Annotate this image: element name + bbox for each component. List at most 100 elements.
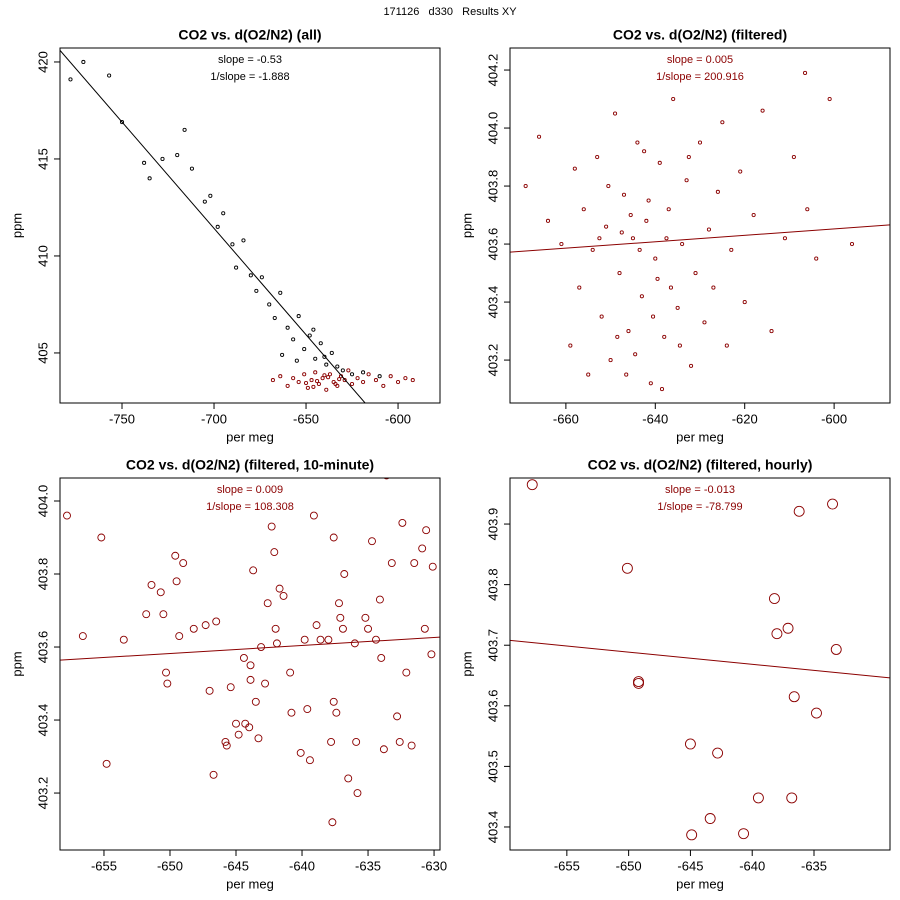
point bbox=[375, 595, 384, 604]
point bbox=[702, 320, 707, 325]
point bbox=[715, 189, 720, 194]
panel-title: CO2 vs. d(O2/N2) (filtered, hourly) bbox=[588, 457, 813, 473]
point bbox=[751, 213, 756, 218]
point bbox=[302, 372, 307, 377]
point bbox=[175, 153, 180, 158]
point bbox=[279, 591, 288, 600]
y-tick-label: 410 bbox=[35, 245, 50, 267]
point bbox=[344, 774, 353, 783]
point bbox=[422, 526, 431, 535]
point bbox=[606, 184, 611, 189]
point bbox=[97, 533, 106, 542]
point bbox=[318, 341, 323, 346]
point bbox=[684, 738, 696, 750]
point bbox=[254, 288, 259, 293]
point bbox=[346, 368, 351, 373]
y-tick-label: 403.2 bbox=[35, 777, 50, 810]
x-axis-label: per meg bbox=[226, 429, 274, 444]
point bbox=[811, 707, 822, 719]
x-tick-label: -640 bbox=[739, 858, 765, 873]
x-tick-label: -660 bbox=[553, 411, 579, 426]
plot-area bbox=[510, 479, 890, 841]
point bbox=[327, 737, 336, 746]
point bbox=[364, 624, 372, 633]
point bbox=[215, 224, 220, 229]
point bbox=[361, 379, 366, 385]
y-tick-label: 403.9 bbox=[485, 508, 500, 541]
point bbox=[249, 566, 258, 575]
point bbox=[245, 723, 254, 732]
point bbox=[160, 156, 165, 162]
point bbox=[599, 314, 604, 319]
x-tick-label: -645 bbox=[223, 858, 249, 873]
panel: CO2 vs. d(O2/N2) (filtered, 10-minute) pe… bbox=[9, 457, 447, 892]
point bbox=[666, 207, 671, 212]
point bbox=[311, 384, 316, 389]
fit-line bbox=[510, 224, 890, 253]
point bbox=[410, 559, 419, 568]
point bbox=[182, 127, 187, 132]
point bbox=[342, 378, 347, 383]
point bbox=[333, 381, 338, 387]
y-axis-label: ppm bbox=[459, 651, 474, 676]
plot-area bbox=[510, 70, 890, 392]
point bbox=[107, 73, 112, 78]
point bbox=[119, 635, 128, 644]
point bbox=[830, 644, 842, 655]
point bbox=[537, 134, 542, 139]
point bbox=[805, 207, 810, 212]
point bbox=[267, 522, 276, 531]
point bbox=[677, 343, 682, 348]
x-tick-label: -650 bbox=[293, 411, 319, 426]
point bbox=[324, 387, 329, 392]
y-tick-label: 403.4 bbox=[35, 704, 50, 737]
point bbox=[142, 160, 147, 165]
point bbox=[226, 683, 235, 692]
point bbox=[332, 708, 341, 717]
y-tick-label: 403.6 bbox=[485, 228, 500, 261]
point bbox=[212, 617, 221, 626]
point bbox=[630, 236, 635, 241]
point bbox=[742, 300, 747, 305]
point bbox=[686, 155, 691, 160]
point bbox=[349, 372, 355, 377]
point bbox=[619, 230, 624, 235]
y-tick-label: 403.8 bbox=[35, 558, 50, 591]
point bbox=[234, 730, 243, 739]
point bbox=[633, 352, 638, 357]
point bbox=[428, 562, 437, 571]
point bbox=[648, 381, 653, 386]
point bbox=[291, 337, 296, 342]
point bbox=[172, 577, 181, 586]
point bbox=[595, 155, 600, 160]
point bbox=[613, 111, 618, 116]
point bbox=[655, 276, 660, 281]
point bbox=[327, 372, 333, 377]
point bbox=[305, 385, 310, 390]
point bbox=[738, 828, 750, 840]
point bbox=[711, 285, 716, 290]
point bbox=[752, 792, 764, 804]
x-tick-label: -640 bbox=[642, 411, 668, 426]
point bbox=[680, 242, 685, 247]
point bbox=[788, 691, 800, 703]
point bbox=[246, 675, 255, 684]
point bbox=[316, 635, 325, 644]
point bbox=[263, 599, 272, 608]
point bbox=[403, 376, 408, 381]
point bbox=[171, 551, 180, 560]
point bbox=[427, 650, 436, 659]
point bbox=[628, 213, 633, 218]
x-tick-label: -650 bbox=[157, 858, 183, 873]
y-tick-label: 403.5 bbox=[485, 750, 500, 783]
point bbox=[302, 347, 307, 352]
point bbox=[671, 96, 676, 102]
point bbox=[617, 271, 622, 276]
point bbox=[326, 375, 331, 380]
point bbox=[621, 192, 627, 197]
point bbox=[349, 381, 355, 387]
point bbox=[320, 376, 325, 381]
point bbox=[78, 632, 87, 641]
annotation: slope = 0.009 bbox=[217, 484, 283, 496]
